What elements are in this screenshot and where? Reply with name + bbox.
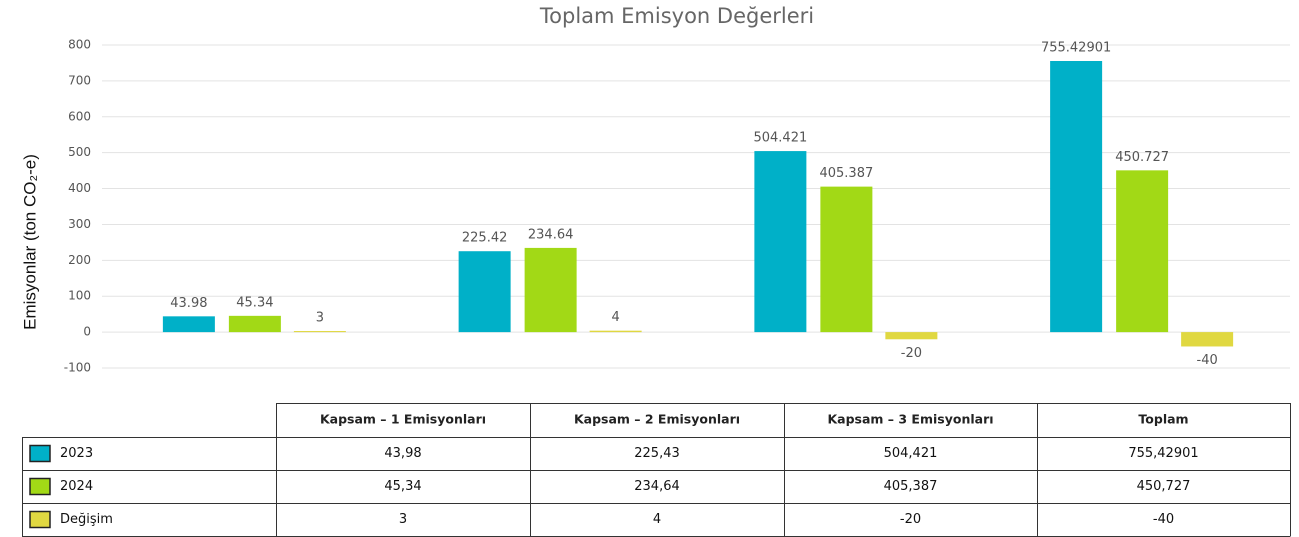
bar (1116, 170, 1169, 333)
data-label: 234.64 (528, 227, 574, 242)
y-tick-label: 800 (68, 38, 91, 52)
legend-swatch (29, 477, 51, 496)
table-cell: -40 (1153, 512, 1174, 527)
bar (458, 251, 511, 333)
data-label: 504.421 (753, 131, 807, 146)
table-cell: 4 (653, 512, 661, 527)
table-cell: 234,64 (634, 479, 680, 494)
y-tick-label: -100 (64, 361, 91, 375)
data-label: -20 (901, 346, 922, 361)
y-tick-label: 500 (68, 145, 91, 159)
bar (1181, 332, 1234, 347)
chart-title: Toplam Emisyon Değerleri (539, 4, 814, 28)
table-cell: 504,421 (884, 446, 938, 461)
bar (162, 316, 215, 333)
y-tick-label: 600 (68, 109, 91, 123)
table-cell: 225,43 (634, 446, 680, 461)
table-header: Kapsam – 1 Emisyonları (320, 412, 486, 427)
y-tick-label: 700 (68, 73, 91, 87)
table-header: Kapsam – 3 Emisyonları (827, 412, 993, 427)
table-cell: 755,42901 (1128, 446, 1198, 461)
legend-label: Değişim (60, 512, 113, 527)
data-label: 4 (611, 310, 619, 325)
table-header: Kapsam – 2 Emisyonları (574, 412, 740, 427)
y-tick-label: 400 (68, 181, 91, 195)
bar (885, 332, 938, 340)
table-header: Toplam (1138, 412, 1188, 427)
data-label: 45.34 (236, 295, 273, 310)
y-tick-label: 0 (83, 325, 91, 339)
y-axis-label: Emisyonlar (ton CO₂-e) (20, 154, 39, 330)
legend-label: 2024 (60, 479, 93, 494)
table-cell: 45,34 (384, 479, 421, 494)
bar (293, 331, 346, 333)
data-label: 225.42 (462, 231, 508, 246)
data-label: -40 (1197, 353, 1218, 368)
table-cell: 3 (399, 512, 407, 527)
legend-swatch (29, 444, 51, 463)
bar (589, 330, 642, 333)
data-label: 3 (316, 311, 324, 326)
table-cell: 450,727 (1137, 479, 1191, 494)
table-cell: -20 (900, 512, 921, 527)
data-label: 405.387 (819, 166, 873, 181)
bar (228, 315, 281, 333)
y-tick-label: 300 (68, 217, 91, 231)
y-tick-label: 200 (68, 253, 91, 267)
bar (820, 186, 873, 333)
data-label: 43.98 (170, 296, 207, 311)
legend-label: 2023 (60, 446, 93, 461)
table-cell: 43,98 (384, 446, 421, 461)
bar (754, 151, 807, 333)
y-tick-label: 100 (68, 289, 91, 303)
legend-swatch (29, 510, 51, 529)
data-label: 450.727 (1115, 150, 1169, 165)
table-cell: 405,387 (884, 479, 938, 494)
data-label: 755.42901 (1041, 40, 1111, 55)
bar (1050, 60, 1103, 333)
bar (524, 247, 577, 333)
